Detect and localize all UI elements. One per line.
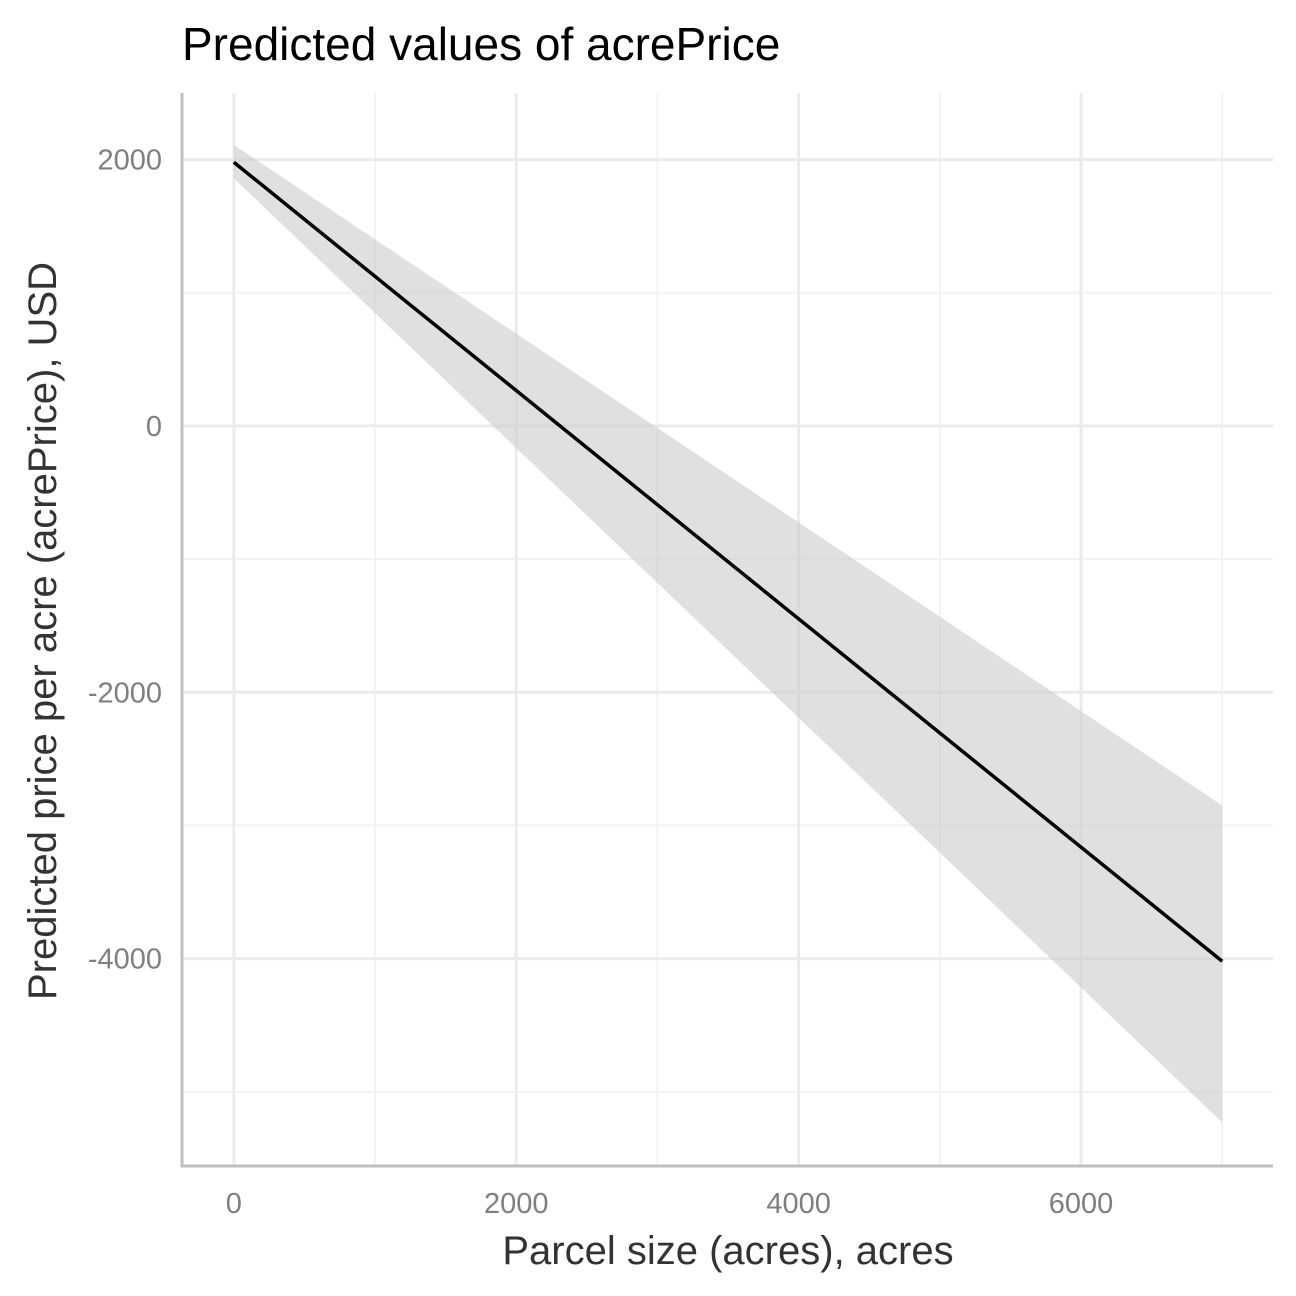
x-tick-label: 4000	[766, 1188, 831, 1220]
tick-labels: 0 2000 4000 6000 2000 0 -2000 -4000	[88, 145, 1113, 1220]
x-tick-label: 6000	[1049, 1188, 1114, 1220]
y-tick-label: 0	[146, 411, 162, 443]
y-axis-title: Predicted price per acre (acrePrice), US…	[21, 262, 65, 1000]
y-tick-label: -4000	[88, 944, 162, 976]
confidence-band-layer	[233, 144, 1223, 1123]
prediction-line	[232, 160, 1224, 963]
major-gridlines	[183, 93, 1273, 1165]
y-tick-label: 2000	[97, 145, 162, 177]
x-tick-label: 2000	[484, 1188, 549, 1220]
axes	[180, 93, 1273, 1168]
chart-title: Predicted values of acrePrice	[182, 18, 780, 70]
y-tick-label: -2000	[88, 677, 162, 709]
x-tick-label: 0	[226, 1188, 242, 1220]
confidence-band	[233, 144, 1223, 1123]
series-line-layer	[232, 160, 1224, 963]
x-axis-title: Parcel size (acres), acres	[502, 1229, 953, 1273]
